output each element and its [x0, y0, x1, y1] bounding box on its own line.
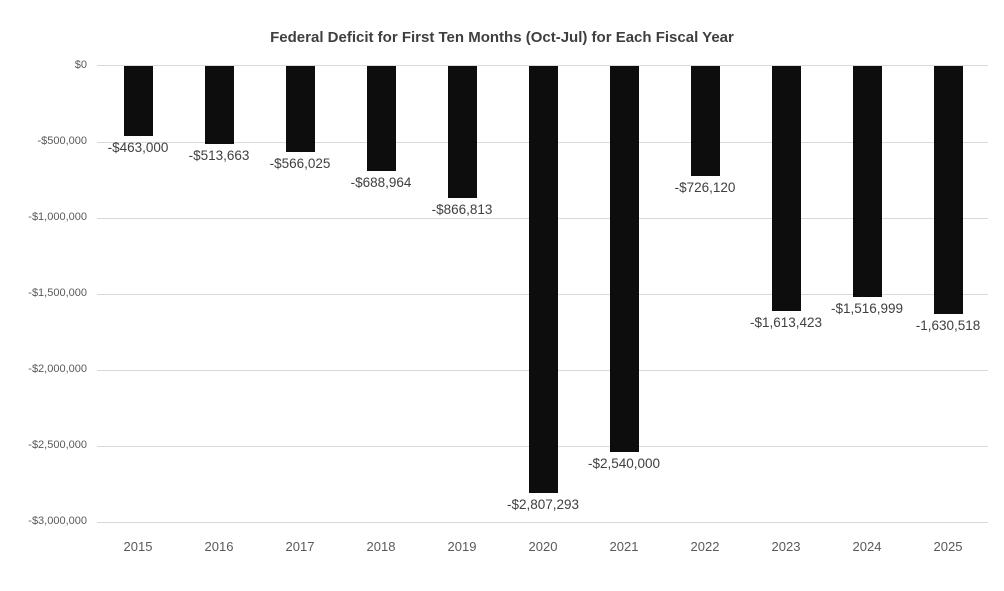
bar-2025 — [933, 66, 963, 314]
x-tick-label: 2018 — [366, 539, 396, 554]
gridline — [97, 65, 988, 66]
bar-data-label: -$1,516,999 — [830, 301, 904, 316]
y-tick-label: -$2,000,000 — [28, 363, 87, 375]
plot-area: -$463,000 -$513,663 -$566,025 -$688,964 -$86… — [97, 65, 988, 523]
bar-data-label: -$2,807,293 — [506, 497, 580, 512]
bar-2017 — [285, 66, 315, 152]
bar-2015 — [123, 66, 153, 136]
bar-2016 — [204, 66, 234, 144]
bar-data-label: -1,630,518 — [915, 318, 981, 333]
bar-2019 — [447, 66, 477, 198]
x-tick-label: 2019 — [447, 539, 477, 554]
bar-2020 — [528, 66, 558, 493]
bar-data-label: -$866,813 — [431, 202, 493, 217]
x-tick-label: 2022 — [690, 539, 720, 554]
bar-2021 — [609, 66, 639, 452]
y-tick-label: -$2,500,000 — [28, 439, 87, 451]
bar-data-label: -$513,663 — [188, 148, 250, 163]
x-tick-label: 2016 — [204, 539, 234, 554]
bar-2018 — [366, 66, 396, 171]
y-tick-label: -$1,000,000 — [28, 211, 87, 223]
bar-2022 — [690, 66, 720, 176]
x-tick-label: 2017 — [285, 539, 315, 554]
bar-2024 — [852, 66, 882, 297]
y-tick-label: -$500,000 — [37, 135, 87, 147]
x-tick-label: 2025 — [933, 539, 963, 554]
y-tick-label: -$3,000,000 — [28, 515, 87, 527]
bar-2023 — [771, 66, 801, 311]
bar-data-label: -$726,120 — [674, 180, 736, 195]
bar-data-label: -$688,964 — [350, 175, 412, 190]
x-tick-label: 2024 — [852, 539, 882, 554]
bar-data-label: -$1,613,423 — [749, 315, 823, 330]
x-tick-label: 2023 — [771, 539, 801, 554]
bar-data-label: -$2,540,000 — [587, 456, 661, 471]
chart-title: Federal Deficit for First Ten Months (Oc… — [270, 29, 734, 46]
y-tick-label: -$1,500,000 — [28, 287, 87, 299]
gridline — [97, 522, 988, 523]
x-tick-label: 2020 — [528, 539, 558, 554]
bar-data-label: -$566,025 — [269, 156, 331, 171]
bar-data-label: -$463,000 — [107, 140, 169, 155]
x-tick-label: 2015 — [123, 539, 153, 554]
x-tick-label: 2021 — [609, 539, 639, 554]
y-tick-label: $0 — [74, 59, 87, 71]
